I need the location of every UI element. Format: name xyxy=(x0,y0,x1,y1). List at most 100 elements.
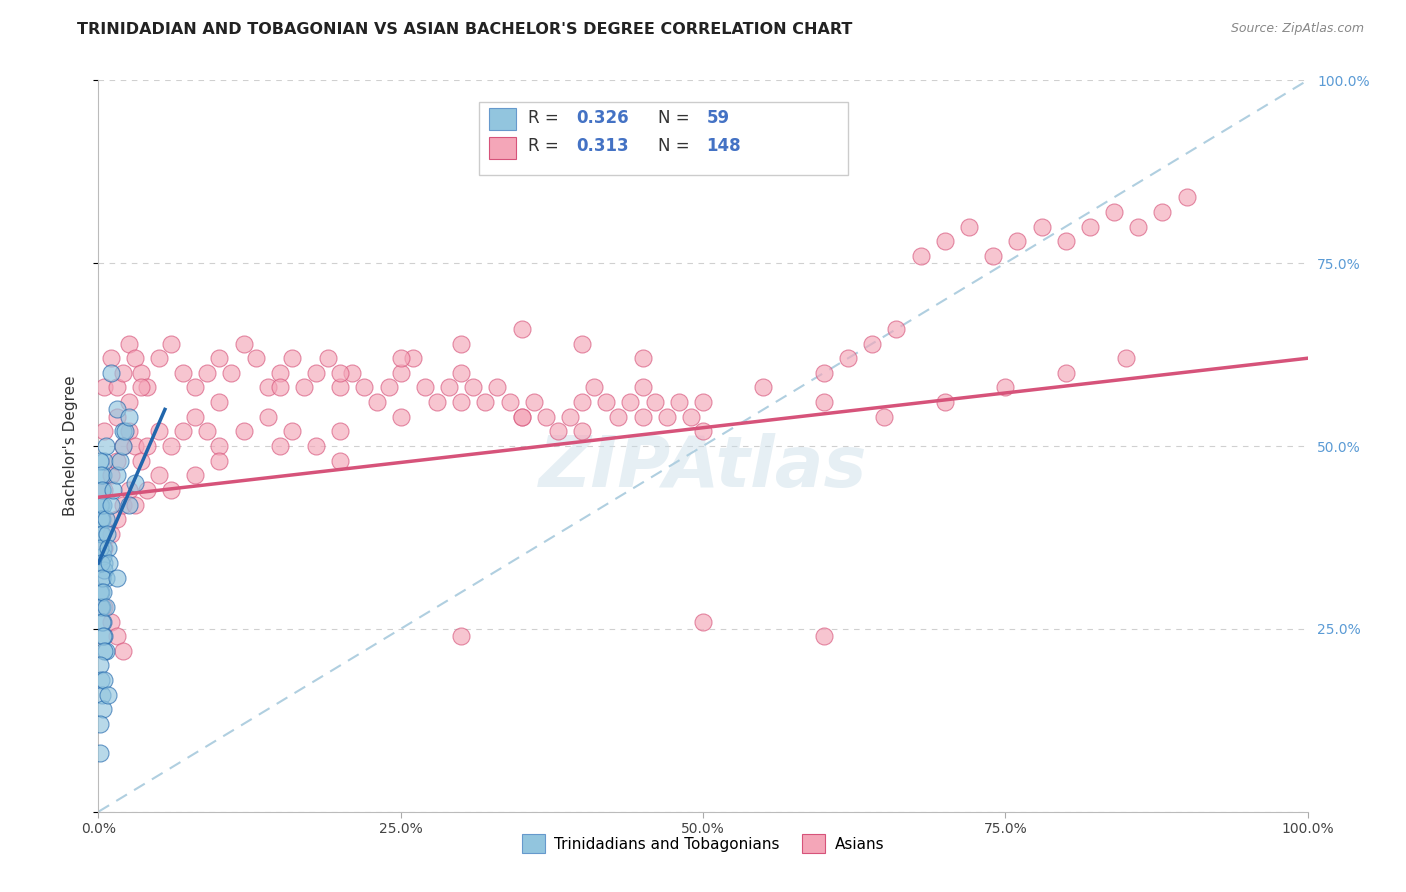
Point xyxy=(124,498,146,512)
Point xyxy=(111,439,134,453)
Point xyxy=(498,395,520,409)
Point xyxy=(91,688,114,702)
Point xyxy=(208,439,231,453)
Point xyxy=(486,380,509,394)
Point xyxy=(98,556,121,570)
Point xyxy=(752,380,775,394)
Text: N =: N = xyxy=(658,137,695,155)
Point xyxy=(91,468,114,483)
Point xyxy=(111,366,134,380)
Point xyxy=(413,380,436,394)
Point xyxy=(89,541,111,556)
Point xyxy=(135,483,157,497)
FancyBboxPatch shape xyxy=(489,136,516,159)
Point xyxy=(93,453,115,467)
Point xyxy=(124,351,146,366)
Point xyxy=(232,425,254,439)
Point xyxy=(269,366,291,380)
Point xyxy=(135,380,157,394)
Point xyxy=(91,549,114,563)
Point xyxy=(813,366,835,380)
Point xyxy=(105,380,128,394)
Point xyxy=(105,409,128,424)
Point xyxy=(631,409,654,424)
Point xyxy=(994,380,1017,394)
Point xyxy=(93,425,115,439)
Y-axis label: Bachelor's Degree: Bachelor's Degree xyxy=(63,376,77,516)
Point xyxy=(679,409,702,424)
Point xyxy=(118,498,141,512)
Point xyxy=(90,556,112,570)
Point xyxy=(93,380,115,394)
Point xyxy=(692,425,714,439)
Point xyxy=(245,351,267,366)
Point xyxy=(91,615,114,629)
Point xyxy=(813,395,835,409)
Point xyxy=(221,366,243,380)
Point xyxy=(934,234,956,248)
Point xyxy=(90,526,112,541)
Point xyxy=(129,453,152,467)
Point xyxy=(91,702,114,716)
Point xyxy=(583,380,606,394)
Point xyxy=(353,380,375,394)
Point xyxy=(619,395,641,409)
Point xyxy=(100,366,122,380)
Point xyxy=(91,585,114,599)
Text: N =: N = xyxy=(658,110,695,128)
Point xyxy=(631,351,654,366)
Point xyxy=(108,453,131,467)
Point xyxy=(837,351,859,366)
Point xyxy=(692,395,714,409)
Point xyxy=(111,644,134,658)
Point xyxy=(269,439,291,453)
Point xyxy=(195,425,218,439)
Point xyxy=(281,425,304,439)
Point xyxy=(105,453,128,467)
Point xyxy=(94,599,117,614)
Point xyxy=(1175,190,1198,204)
Point xyxy=(105,402,128,417)
Point xyxy=(1115,351,1137,366)
Text: Source: ZipAtlas.com: Source: ZipAtlas.com xyxy=(1230,22,1364,36)
Point xyxy=(957,219,980,234)
Point xyxy=(631,380,654,394)
Point xyxy=(510,322,533,336)
Point xyxy=(389,409,412,424)
Point xyxy=(89,585,111,599)
Point xyxy=(105,571,128,585)
Point xyxy=(644,395,666,409)
Point xyxy=(111,498,134,512)
Point xyxy=(450,629,472,643)
Point xyxy=(101,483,124,497)
Text: 0.313: 0.313 xyxy=(576,137,628,155)
Point xyxy=(910,249,932,263)
Point xyxy=(1031,219,1053,234)
Point xyxy=(195,366,218,380)
Point xyxy=(860,336,883,351)
Point xyxy=(873,409,896,424)
Text: 59: 59 xyxy=(707,110,730,128)
Point xyxy=(450,336,472,351)
Point xyxy=(437,380,460,394)
Point xyxy=(148,425,170,439)
Point xyxy=(93,483,115,497)
Point xyxy=(463,380,485,394)
Point xyxy=(105,512,128,526)
Point xyxy=(100,526,122,541)
Point xyxy=(91,498,114,512)
Point xyxy=(129,366,152,380)
Point xyxy=(160,483,183,497)
Point xyxy=(129,380,152,394)
Point xyxy=(93,644,115,658)
Point xyxy=(329,366,352,380)
Point xyxy=(89,658,111,673)
Point xyxy=(366,395,388,409)
Point xyxy=(93,629,115,643)
Point xyxy=(595,395,617,409)
Point xyxy=(91,512,114,526)
Point xyxy=(100,351,122,366)
Point xyxy=(172,366,194,380)
Point xyxy=(100,615,122,629)
Point xyxy=(89,498,111,512)
